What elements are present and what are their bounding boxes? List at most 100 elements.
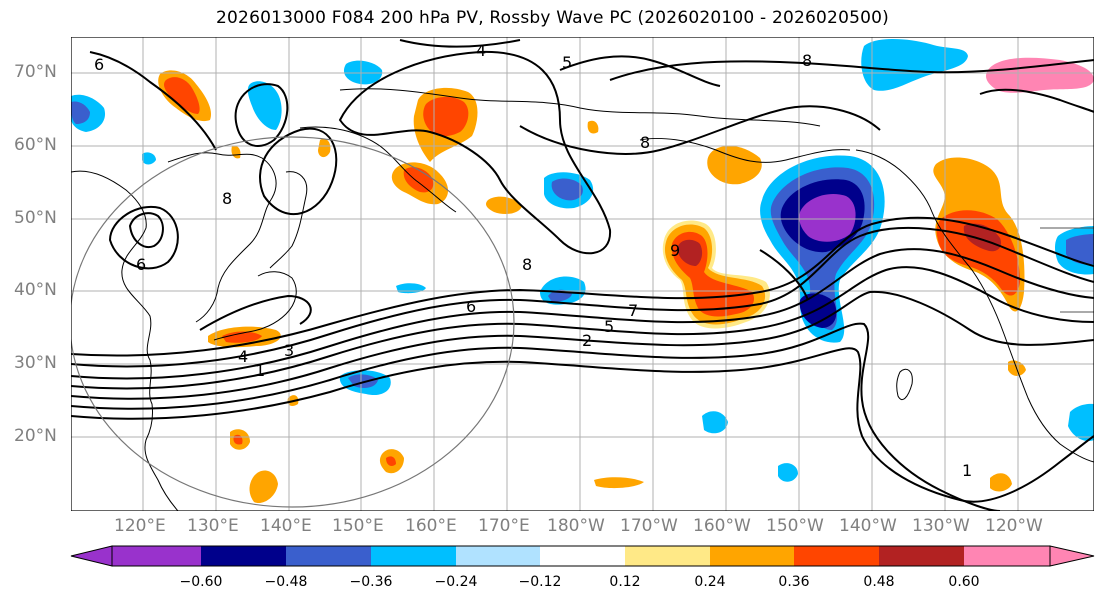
siberia-arctic-coast — [339, 88, 821, 127]
colorbar-tick-label: −0.60 — [179, 574, 223, 590]
lon-label-160e: 160°E — [405, 516, 457, 536]
lon-label-120w: 120°W — [985, 516, 1043, 536]
pv-contour-closed-west — [108, 205, 179, 270]
anomaly-shading — [71, 39, 1094, 504]
pv-contour-1 — [71, 347, 1094, 503]
lat-label-30n: 30°N — [14, 353, 57, 373]
pv-contour-8 — [519, 105, 881, 155]
pv-contour-arctic-8 — [609, 59, 1094, 81]
colorbar-tick-label: 0.12 — [609, 574, 641, 590]
pv-contour-5 — [71, 248, 1094, 380]
pv-contour-closed-west-inner — [128, 212, 164, 248]
colorbar-swatch — [201, 546, 286, 566]
pv-contour-closed-sakhalin — [259, 127, 338, 216]
map-plot-area: 1 1 2 3 4 5 5 6 6 6 7 8 8 8 8 4 9 — [71, 37, 1094, 511]
colorbar-swatch — [794, 546, 879, 566]
map-title: 2026013000 F084 200 hPa PV, Rossby Wave … — [216, 8, 889, 28]
colorbar-tick-label: −0.24 — [434, 574, 478, 590]
highlight-circle — [71, 136, 515, 508]
colorbar-tick-label: 0.48 — [863, 574, 895, 590]
colorbar-tick-label: −0.36 — [349, 574, 393, 590]
lat-label-50n: 50°N — [14, 208, 57, 228]
colorbar-swatch — [456, 546, 540, 566]
lon-label-130e: 130°E — [187, 516, 239, 536]
contour-label-2: 2 — [582, 331, 592, 350]
colorbar — [70, 545, 1095, 567]
pv-contour-7 — [71, 226, 1094, 368]
colorbar-swatch — [625, 546, 710, 566]
contour-label-8-arctic: 8 — [802, 51, 812, 70]
pv-contour-japan — [199, 294, 312, 331]
lon-label-120e: 120°E — [114, 516, 166, 536]
colorbar-extend-low — [70, 545, 113, 567]
lat-label-60n: 60°N — [14, 135, 57, 155]
lon-label-170w: 170°W — [620, 516, 678, 536]
contour-label-8-west: 8 — [222, 189, 232, 208]
anomalies-arctic — [71, 39, 1094, 165]
contour-label-9: 9 — [670, 241, 680, 260]
colorbar-swatch — [112, 546, 201, 566]
kamchatka-coast — [299, 126, 457, 213]
colorbar-swatch — [879, 546, 964, 566]
contour-label-5: 5 — [604, 317, 614, 336]
lon-label-150e: 150°E — [332, 516, 384, 536]
contour-label-6-west: 6 — [136, 255, 146, 274]
korea-manchuria-coast — [167, 152, 277, 323]
pv-contour-3 — [71, 290, 1094, 400]
lat-label-70n: 70°N — [14, 62, 57, 82]
colorbar-frame — [111, 545, 1051, 567]
colorbar-swatch — [964, 546, 1050, 566]
contour-label-6-northwest: 6 — [94, 55, 104, 74]
pv-contour-closed-arctic — [234, 83, 289, 147]
colorbar-extend-high — [1049, 545, 1095, 567]
pv-contour-4 — [71, 266, 1094, 390]
contour-label-7: 7 — [628, 301, 638, 320]
contour-labels: 1 1 2 3 4 5 5 6 6 6 7 8 8 8 8 4 9 — [94, 41, 972, 480]
contour-label-6: 6 — [466, 297, 476, 316]
lat-label-40n: 40°N — [14, 280, 57, 300]
pv-contour-top-5 — [559, 55, 721, 87]
lon-label-160w: 160°W — [693, 516, 751, 536]
coastlines — [71, 88, 1094, 511]
pv-contour-2 — [71, 322, 1001, 511]
colorbar-swatch — [286, 546, 371, 566]
pv-contour-trough-edge — [759, 249, 809, 301]
contour-label-5-north: 5 — [562, 53, 572, 72]
north-america-west-coast — [855, 149, 1094, 463]
lat-label-20n: 20°N — [14, 426, 57, 446]
colorbar-tick-label: −0.12 — [518, 574, 562, 590]
contour-label-1: 1 — [255, 361, 265, 380]
contour-label-1-east: 1 — [962, 461, 972, 480]
contour-label-4: 4 — [238, 347, 248, 366]
colorbar-swatch — [710, 546, 794, 566]
baja-lake-outline — [896, 368, 913, 400]
contour-label-3: 3 — [284, 341, 294, 360]
colorbar-tick-label: 0.36 — [778, 574, 810, 590]
pv-contour-6 — [71, 216, 1094, 357]
alaska-peninsula-coast — [639, 137, 851, 163]
pv-contour-okhotsk — [338, 50, 612, 255]
colorbar-tick-label: 0.60 — [948, 574, 980, 590]
contour-label-4-north: 4 — [476, 41, 486, 60]
lon-label-170e: 170°E — [478, 516, 530, 536]
sakhalin-coast — [269, 171, 308, 269]
lon-label-180w: 180°W — [547, 516, 605, 536]
lon-label-140e: 140°E — [260, 516, 312, 536]
colorbar-swatch — [371, 546, 456, 566]
pv-contour-northeast — [979, 88, 1094, 113]
japan-coast — [213, 271, 297, 341]
lon-label-140w: 140°W — [839, 516, 897, 536]
colorbar-swatch — [540, 546, 625, 566]
negative-anomaly-gulf-of-alaska — [760, 155, 885, 343]
colorbar-boxes — [112, 546, 1050, 566]
pv-contour-northwest-1 — [89, 51, 217, 151]
colorbar-tick-label: −0.48 — [264, 574, 308, 590]
lon-label-150w: 150°W — [766, 516, 824, 536]
colorbar-tick-label: 0.24 — [694, 574, 726, 590]
graticule — [71, 37, 1094, 511]
pv-contour-top-3 — [399, 39, 521, 48]
contour-label-8: 8 — [522, 255, 532, 274]
pv-contours — [71, 39, 1094, 511]
contour-label-8-alaska: 8 — [640, 133, 650, 152]
